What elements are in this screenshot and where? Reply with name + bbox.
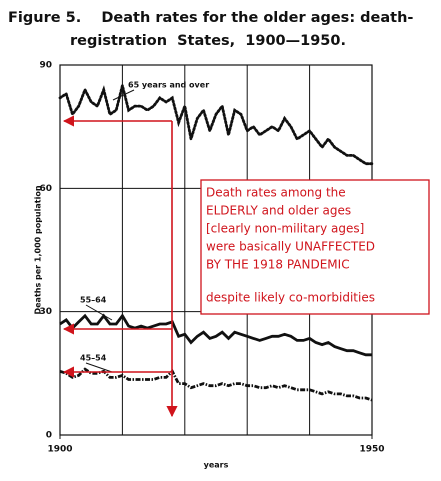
y-tick-label: 0 xyxy=(46,431,52,441)
series-line xyxy=(58,85,374,166)
y-tick-label: 90 xyxy=(39,61,52,71)
series-line xyxy=(59,313,372,357)
series-line xyxy=(59,367,373,402)
title-line: registration States, 1900—1950. xyxy=(70,33,346,49)
series-label: 65 years and over xyxy=(128,81,209,90)
annotation-line: were basically UNAFFECTED xyxy=(206,240,375,254)
label-leader xyxy=(85,304,113,321)
y-axis-label: Deaths per 1,000 population xyxy=(34,185,43,314)
y-tick-label: 30 xyxy=(39,307,52,317)
label-leader xyxy=(85,362,113,373)
series-label: 55–64 xyxy=(80,296,107,305)
annotation-line: Death rates among the xyxy=(206,186,346,200)
annotation-line: [clearly non-military ages] xyxy=(206,222,364,236)
annotation-line: BY THE 1918 PANDEMIC xyxy=(206,258,350,272)
x-tick-label: 1950 xyxy=(359,445,384,455)
x-axis-label: years xyxy=(204,461,229,470)
x-tick-label: 1900 xyxy=(47,445,72,455)
y-tick-label: 60 xyxy=(39,184,52,194)
annotation-box xyxy=(200,179,430,315)
label-leader xyxy=(112,89,135,101)
annotation-line: ELDERLY and older ages xyxy=(206,204,351,218)
annotation-arrows xyxy=(62,115,178,418)
title-line: Figure 5. Death rates for the older ages… xyxy=(8,10,413,26)
series-label: 45–54 xyxy=(80,354,107,363)
annotation-line: despite likely co-morbidities xyxy=(206,291,375,305)
annotation-text: Death rates among the ELDERLY and older a… xyxy=(206,186,375,305)
